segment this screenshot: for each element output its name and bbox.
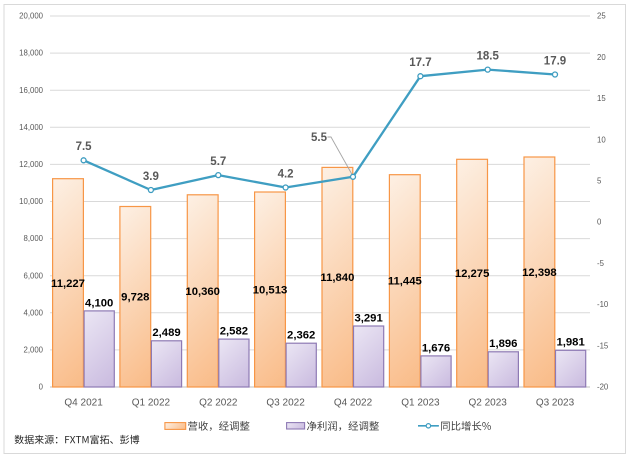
svg-text:25: 25 [597, 12, 606, 21]
svg-text:12,000: 12,000 [19, 160, 44, 169]
svg-text:0: 0 [597, 218, 602, 227]
svg-text:10: 10 [597, 135, 606, 144]
svg-text:-5: -5 [597, 259, 605, 268]
svg-text:12,275: 12,275 [455, 268, 490, 280]
svg-text:6,000: 6,000 [23, 271, 43, 280]
svg-text:5.5: 5.5 [311, 132, 328, 144]
svg-text:-20: -20 [597, 383, 609, 392]
svg-text:Q1 2022: Q1 2022 [132, 398, 171, 409]
svg-text:Q3 2022: Q3 2022 [266, 398, 305, 409]
svg-text:18.5: 18.5 [477, 51, 500, 63]
svg-text:10,513: 10,513 [253, 284, 288, 296]
svg-text:11,840: 11,840 [320, 272, 354, 284]
svg-text:1,981: 1,981 [556, 337, 584, 349]
svg-text:Q2 2022: Q2 2022 [199, 398, 238, 409]
svg-text:Q2 2023: Q2 2023 [469, 398, 508, 409]
svg-text:Q4 2021: Q4 2021 [64, 398, 103, 409]
svg-text:3,291: 3,291 [354, 312, 382, 324]
svg-text:16,000: 16,000 [19, 86, 44, 95]
svg-text:Q3 2023: Q3 2023 [536, 398, 575, 409]
svg-text:18,000: 18,000 [19, 49, 44, 58]
svg-text:9,728: 9,728 [121, 292, 149, 304]
svg-text:4,100: 4,100 [85, 297, 113, 309]
svg-text:11,227: 11,227 [51, 278, 85, 290]
svg-text:1,676: 1,676 [422, 342, 450, 354]
svg-text:2,362: 2,362 [287, 330, 315, 342]
svg-text:Q1 2023: Q1 2023 [401, 398, 440, 409]
svg-text:-15: -15 [597, 341, 609, 350]
svg-text:17.7: 17.7 [409, 57, 431, 69]
svg-text:4,000: 4,000 [23, 308, 43, 317]
svg-text:3.9: 3.9 [143, 171, 159, 183]
svg-text:2,000: 2,000 [23, 346, 43, 355]
svg-text:8,000: 8,000 [23, 234, 43, 243]
svg-text:5: 5 [597, 177, 602, 186]
svg-text:7.5: 7.5 [76, 141, 93, 153]
svg-text:12,398: 12,398 [522, 267, 557, 279]
svg-text:10,000: 10,000 [19, 197, 44, 206]
svg-text:2,582: 2,582 [220, 326, 248, 338]
svg-text:15: 15 [597, 94, 606, 103]
svg-text:20: 20 [597, 53, 606, 62]
svg-text:-10: -10 [597, 300, 609, 309]
svg-text:17.9: 17.9 [544, 55, 566, 67]
svg-text:10,360: 10,360 [185, 286, 220, 298]
svg-text:Q4 2022: Q4 2022 [334, 398, 373, 409]
svg-text:4.2: 4.2 [278, 168, 294, 180]
svg-text:11,445: 11,445 [388, 276, 422, 288]
svg-text:20,000: 20,000 [19, 12, 44, 21]
svg-text:0: 0 [39, 383, 44, 392]
svg-text:1,896: 1,896 [489, 338, 517, 350]
svg-text:2,489: 2,489 [152, 327, 180, 339]
svg-text:14,000: 14,000 [19, 123, 44, 132]
svg-text:5.7: 5.7 [210, 156, 226, 168]
